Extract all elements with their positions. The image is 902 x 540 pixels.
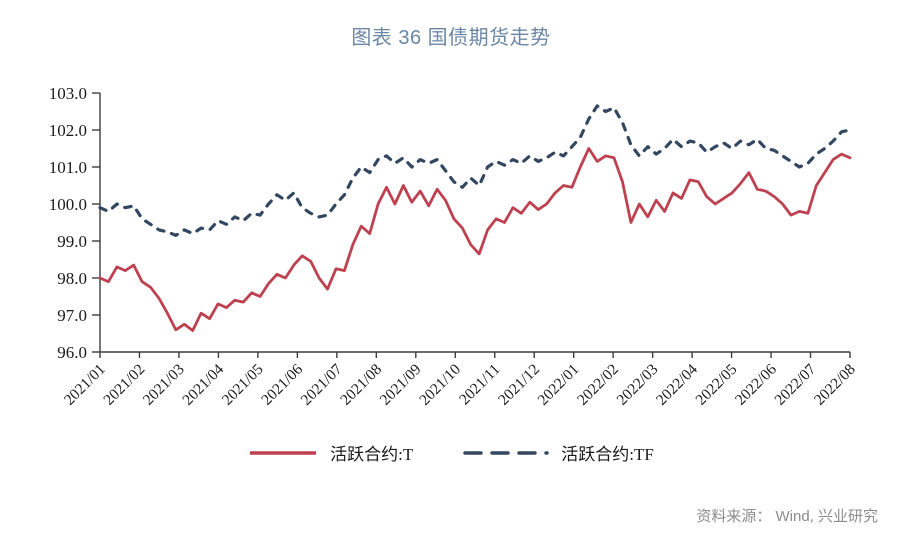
x-tick-label: 2021/12 (495, 361, 543, 409)
y-tick-label: 102.0 (49, 121, 87, 140)
x-tick-label: 2021/09 (377, 361, 425, 409)
series-line-0 (98, 147, 852, 332)
x-tick-label: 2021/02 (100, 361, 148, 409)
x-tick-label: 2022/03 (614, 361, 662, 409)
x-tick-label: 2021/08 (337, 361, 385, 409)
legend-label-t: 活跃合约:T (330, 445, 414, 464)
x-tick-label: 2021/04 (179, 361, 227, 409)
y-tick-label: 101.0 (49, 158, 87, 177)
y-tick-label: 103.0 (49, 84, 87, 103)
x-tick-label: 2022/05 (692, 361, 740, 409)
y-tick-label: 96.0 (57, 343, 87, 362)
x-tick-label: 2021/03 (140, 361, 188, 409)
x-tick-label: 2022/07 (771, 361, 819, 409)
y-tick-labels: 96.0 97.0 98.0 99.0 100.0 101.0 102.0 103.0 (49, 84, 100, 362)
y-tick-label: 100.0 (49, 195, 87, 214)
x-tick-label: 2022/06 (732, 361, 780, 409)
y-tick-label: 97.0 (57, 306, 87, 325)
x-tick-label: 2022/02 (574, 361, 622, 409)
x-tick-label: 2021/05 (219, 361, 267, 409)
legend-line-solid-icon (250, 450, 317, 455)
x-tick-label: 2022/04 (653, 361, 701, 409)
chart-legend: 活跃合约:T 活跃合约:TF (0, 440, 902, 465)
x-tick-label: 2021/11 (456, 361, 504, 409)
x-tick-label: 2021/06 (258, 361, 306, 409)
x-tick-label: 2022/01 (535, 361, 583, 409)
legend-item-tf: 活跃合约:TF (463, 440, 654, 465)
legend-item-t: 活跃合约:T (248, 440, 413, 465)
x-tick-labels: 2021/012021/022021/032021/042021/052021/… (61, 352, 859, 409)
x-tick-label: 2021/10 (416, 361, 464, 409)
chart-title: 图表 36 国债期货走势 (351, 27, 551, 49)
legend-line-dashed-icon (463, 450, 549, 455)
x-tick-label: 2021/07 (298, 361, 346, 409)
series-line-1 (98, 104, 852, 237)
y-tick-label: 99.0 (57, 232, 87, 251)
axes (99, 93, 850, 353)
source-note: 资料来源： Wind, 兴业研究 (696, 508, 878, 525)
x-tick-label: 2022/08 (811, 361, 859, 409)
legend-label-tf: 活跃合约:TF (561, 445, 654, 464)
x-tick-label: 2021/01 (61, 361, 109, 409)
y-tick-label: 98.0 (57, 269, 87, 288)
